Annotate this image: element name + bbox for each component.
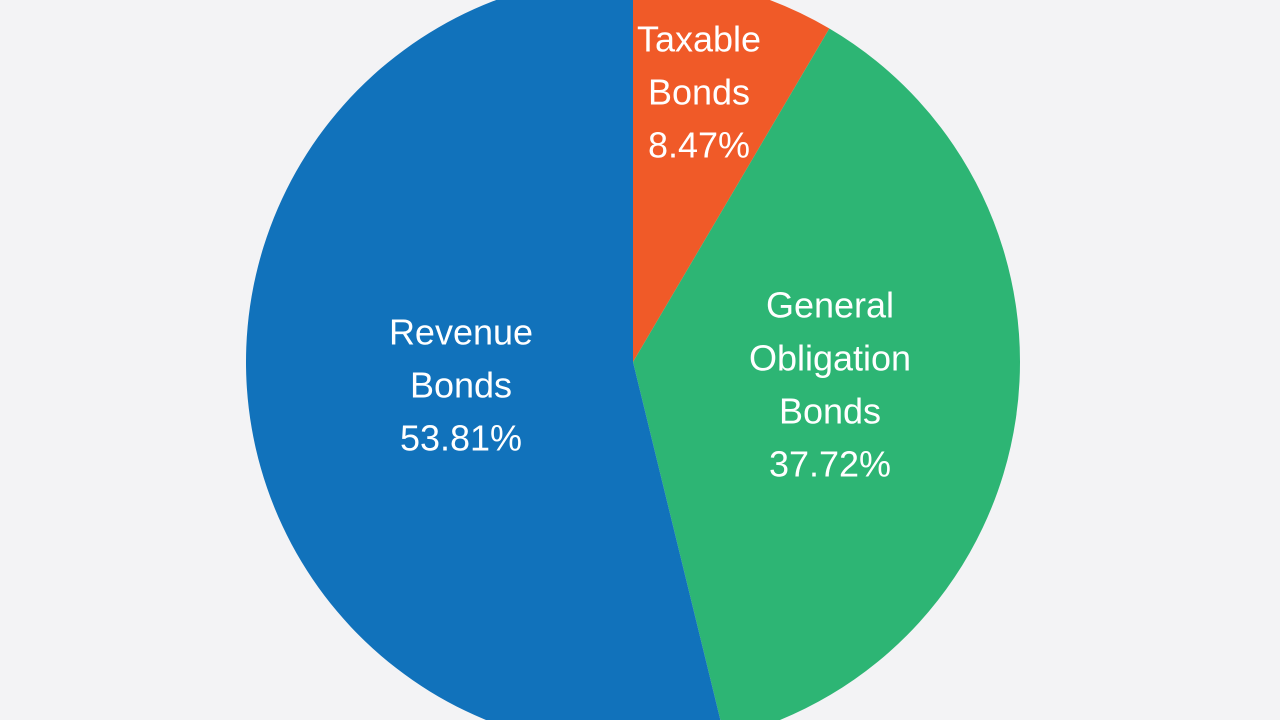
slice-value-label: 8.47% [648, 125, 750, 166]
pie-slices [246, 0, 1020, 720]
slice-category-label: Taxable [637, 19, 761, 60]
slice-category-label: Bonds [779, 391, 881, 432]
slice-category-label: Bonds [648, 72, 750, 113]
slice-category-label: Bonds [410, 365, 512, 406]
slice-label-revenue-bonds: Revenue Bonds 53.81% [389, 312, 533, 459]
slice-label-taxable-bonds: Taxable Bonds 8.47% [637, 19, 761, 166]
slice-category-label: Revenue [389, 312, 533, 353]
slice-category-label: General [766, 285, 894, 326]
pie-slice-revenue-bonds [246, 0, 721, 720]
slice-label-general-obligation-bonds: General Obligation Bonds 37.72% [749, 285, 911, 485]
slice-value-label: 53.81% [400, 418, 522, 459]
slice-value-label: 37.72% [769, 444, 891, 485]
slice-category-label: Obligation [749, 338, 911, 379]
pie-slice-taxable-bonds [633, 0, 830, 362]
pie-labels: Taxable Bonds 8.47% General Obligation Bonds 3… [389, 19, 911, 485]
pie-slice-general-obligation-bonds [633, 28, 1020, 720]
